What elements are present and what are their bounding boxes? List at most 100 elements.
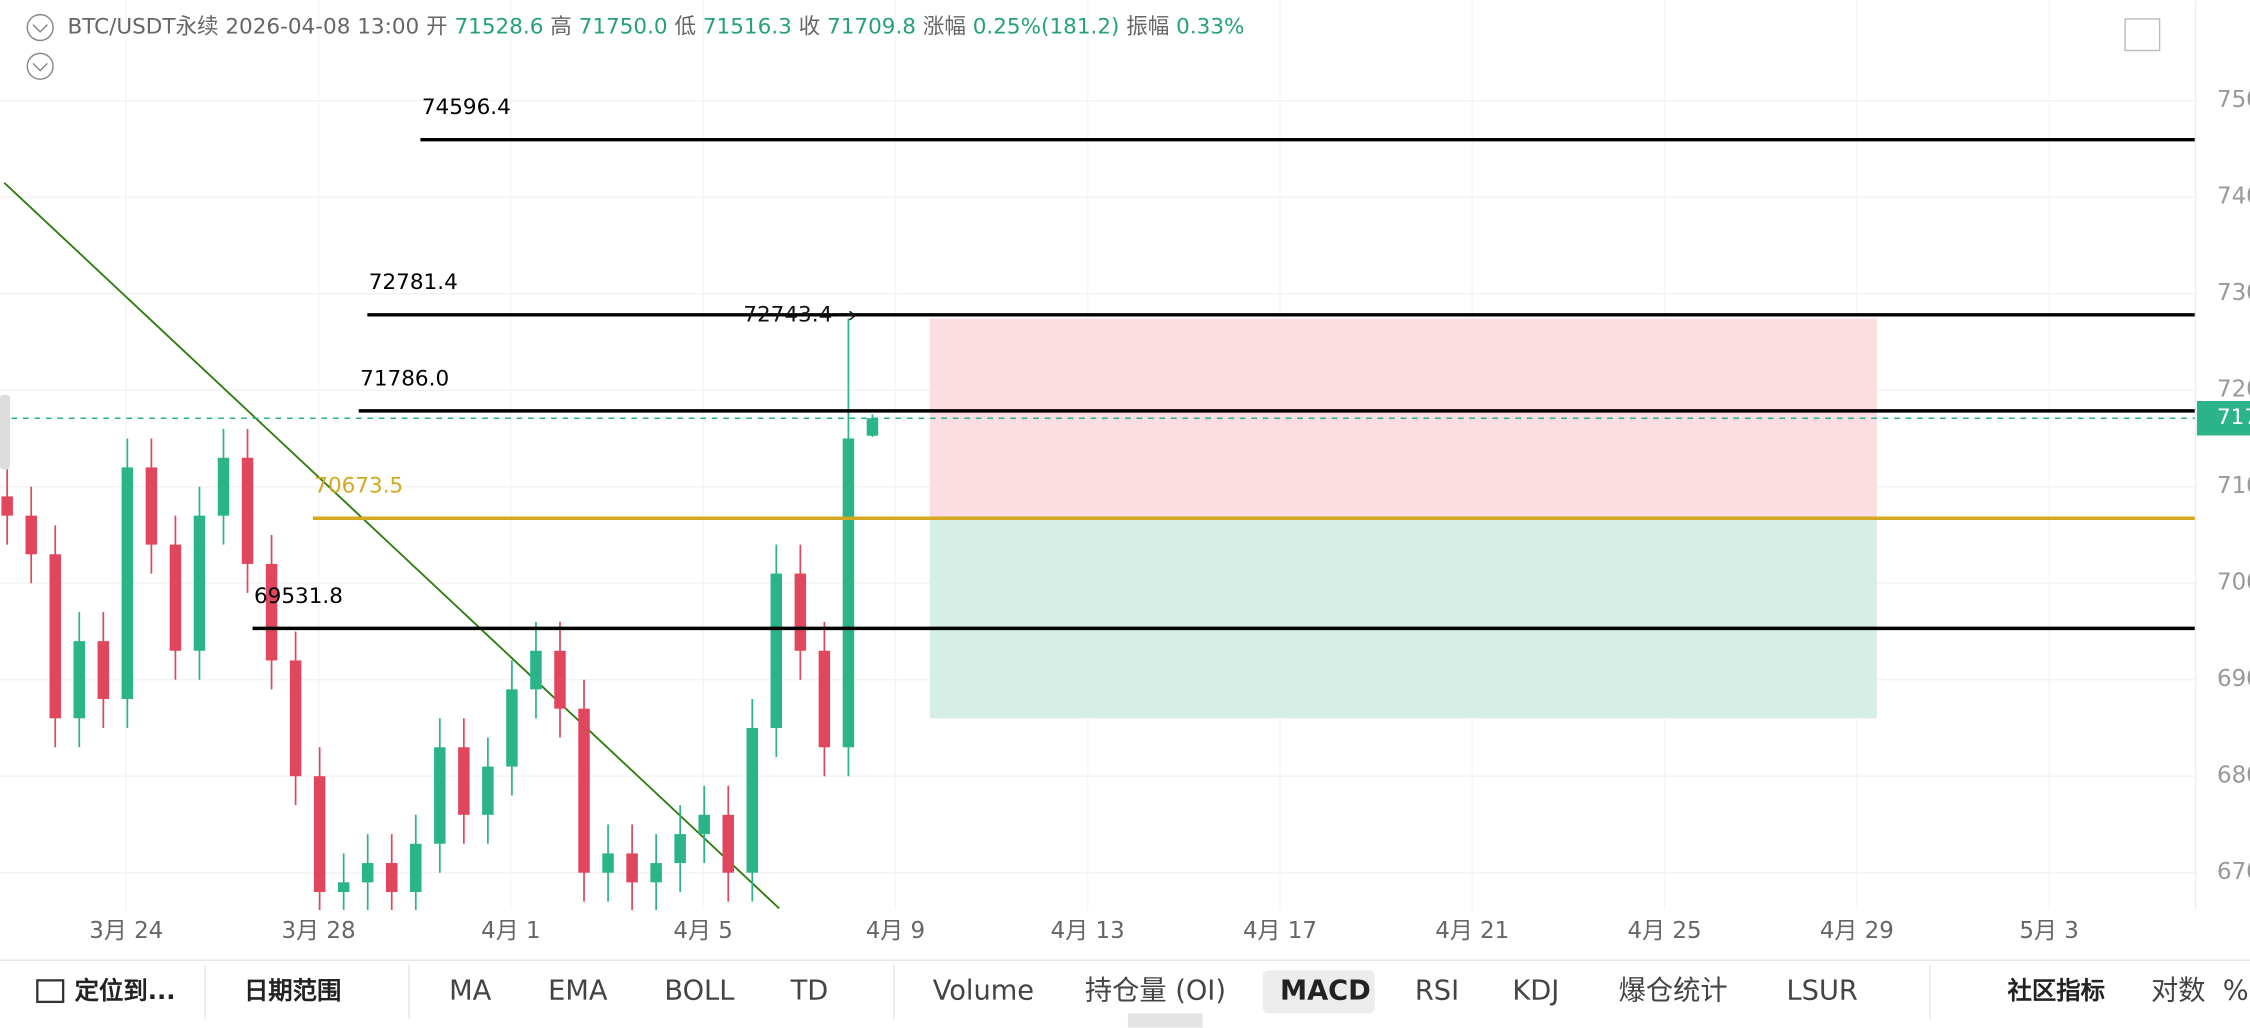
y-tick-label: 73000	[2217, 280, 2250, 306]
toolbar-item[interactable]: 持仓量 (OI)	[1085, 975, 1226, 1006]
candle-body	[818, 650, 831, 748]
y-tick-label: 67000	[2217, 859, 2250, 885]
x-tick-label: 3月 24	[89, 918, 163, 944]
candle-body	[578, 708, 590, 873]
field-value: 71528.6	[454, 15, 543, 40]
toolbar-item[interactable]: LSUR	[1787, 975, 1858, 1006]
toolbar-item[interactable]: RSI	[1415, 975, 1459, 1006]
fullscreen-button[interactable]	[2124, 18, 2161, 52]
field-value: 71750.0	[579, 15, 668, 40]
y-tick-label: 72000	[2217, 377, 2250, 403]
candle-body	[193, 515, 206, 651]
level-label: 71786.0	[360, 366, 449, 391]
x-tick-label: 5月 3	[2019, 918, 2078, 944]
x-tick-label: 4月 21	[1435, 918, 1509, 944]
x-tick-label: 4月 25	[1628, 918, 1702, 944]
toolbar-item[interactable]: Volume	[933, 975, 1034, 1006]
candle-body	[626, 853, 638, 883]
candle-body	[554, 650, 566, 709]
candle-body	[530, 650, 542, 690]
level-label: 69531.8	[254, 584, 343, 609]
collapse-button[interactable]	[26, 13, 54, 42]
candle-body	[49, 554, 61, 719]
candle-body	[217, 457, 230, 516]
field-label: 收	[799, 15, 821, 40]
timestamp: 2026-04-08 13:00	[225, 15, 419, 40]
level-label: 70673.5	[314, 474, 403, 499]
y-tick-label: 75000	[2217, 87, 2250, 113]
candle-body	[674, 834, 686, 864]
toolbar: 定位到... 日期范围 MA EMA BOLL TD Volume 持仓量 (OI) MACD R…	[0, 959, 2250, 1028]
expand-button[interactable]	[26, 52, 54, 80]
toolbar-item[interactable]: 爆仓统计	[1619, 975, 1728, 1006]
candle-body	[458, 747, 470, 815]
x-tick-label: 4月 29	[1820, 918, 1894, 944]
candle-body	[289, 660, 302, 777]
active-tab-bg	[1262, 970, 1375, 1014]
candle-body	[25, 515, 37, 555]
candle-body	[121, 467, 134, 700]
field-value: 0.25%(181.2)	[973, 15, 1120, 40]
toolbar-item[interactable]: BOLL	[664, 975, 735, 1006]
x-tick-label: 4月 5	[673, 918, 732, 944]
level-label: 72781.4	[369, 270, 458, 295]
x-tick-label: 3月 28	[282, 918, 356, 944]
axes: 75000 74000 73000 72000 71000 70000 69000 68000…	[89, 0, 2250, 944]
candle-body	[313, 776, 326, 893]
toolbar-item[interactable]: EMA	[548, 975, 608, 1006]
toolbar-item[interactable]: 社区指标	[2007, 976, 2105, 1005]
field-label: 振幅	[1126, 15, 1169, 40]
candle-body	[698, 814, 710, 835]
toolbar-item[interactable]: 定位到...	[75, 976, 176, 1005]
toolbar-item[interactable]: MACD	[1280, 975, 1371, 1006]
candle-body	[265, 563, 278, 661]
toolbar-item[interactable]: 日期范围	[244, 976, 342, 1005]
candle-body	[866, 418, 879, 436]
target-zone	[929, 518, 1877, 719]
candle-body	[73, 641, 86, 719]
candle-body	[770, 573, 783, 728]
y-tick-label: 71000	[2217, 473, 2250, 499]
resize-handle[interactable]	[1127, 1013, 1203, 1028]
toolbar-item[interactable]: TD	[790, 975, 829, 1006]
x-tick-label: 4月 9	[866, 918, 925, 944]
field-label: 高	[550, 15, 572, 40]
candle-body	[722, 814, 734, 873]
ohlc-info: BTC/USDT永续 2026-04-08 13:00 开 71528.6 高 …	[67, 15, 1244, 40]
field-value: 71709.8	[827, 15, 916, 40]
trendline	[3, 182, 780, 910]
candle-body	[386, 863, 398, 893]
symbol: BTC/USDT永续	[67, 15, 218, 40]
candle-body	[794, 573, 807, 651]
candle-body	[410, 843, 422, 893]
y-tick-label: 74000	[2217, 184, 2250, 210]
locate-icon	[36, 979, 65, 1004]
candle-body	[842, 438, 855, 748]
side-handle[interactable]	[0, 394, 11, 470]
candle-body	[97, 641, 110, 700]
candle-body	[434, 747, 446, 844]
header: BTC/USDT永续 2026-04-08 13:00 开 71528.6 高 …	[26, 13, 2161, 80]
field-label: 低	[674, 15, 696, 40]
chevron-icon	[32, 24, 48, 33]
high-marker-label: 72743.4	[743, 303, 832, 328]
chevron-icon	[32, 62, 48, 72]
toolbar-item[interactable]: %	[2223, 975, 2249, 1006]
field-value: 0.33%	[1176, 15, 1244, 40]
field-label: 涨幅	[923, 15, 966, 40]
y-tick-label: 68000	[2217, 763, 2250, 789]
toolbar-item[interactable]: 对数	[2151, 975, 2206, 1006]
candle-body	[482, 766, 494, 815]
level-label: 74596.4	[422, 95, 511, 120]
candle-body	[602, 853, 614, 873]
toolbar-item[interactable]: KDJ	[1512, 975, 1559, 1006]
x-tick-label: 4月 1	[481, 918, 540, 944]
y-tick-label: 69000	[2217, 666, 2250, 692]
last-price-box	[2196, 401, 2250, 436]
x-tick-label: 4月 13	[1051, 918, 1125, 944]
plot-area: 74596.4 72781.4 71786.0 70673.5 69531.8 72743…	[0, 95, 2196, 911]
toolbar-item[interactable]: MA	[449, 975, 492, 1006]
candle-body	[337, 882, 350, 893]
candle-body	[169, 544, 182, 651]
